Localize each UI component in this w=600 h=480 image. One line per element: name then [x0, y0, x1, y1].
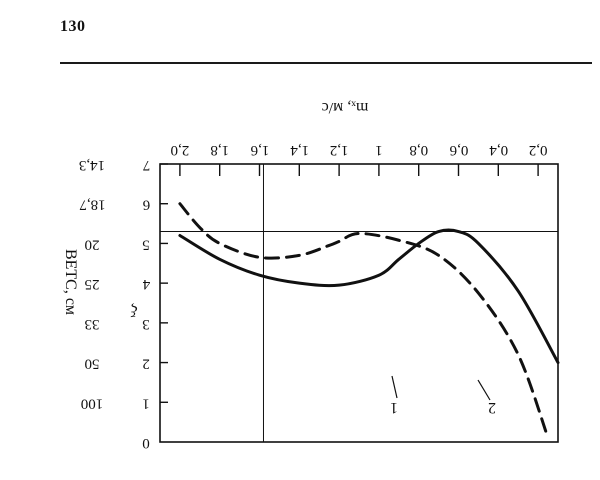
axis-ticks	[160, 163, 539, 403]
secondary-scale-label: 100	[81, 395, 104, 411]
y-tick-label: 7	[142, 157, 150, 173]
x-tick-label: 0,4	[489, 142, 508, 158]
x-tick-label: 1	[375, 142, 383, 158]
reference-lines	[160, 164, 558, 442]
secondary-scale-label: 25	[85, 276, 100, 292]
y-tick-label: 1	[142, 395, 150, 411]
secondary-scale-label: 50	[85, 356, 100, 372]
x-tick-label: 0,8	[409, 142, 428, 158]
curve-1-leader	[391, 375, 398, 399]
header-rule	[60, 62, 592, 64]
y-tick-label: 6	[142, 197, 150, 213]
x-tick-label: 0,2	[529, 142, 548, 158]
y-tick-label: 4	[142, 276, 150, 292]
y-tick-label: 3	[142, 316, 150, 332]
y-tick-label: 2	[142, 356, 150, 372]
secondary-scale-label: 14,3	[79, 157, 105, 173]
plot-border	[159, 163, 559, 443]
secondary-scale-label: 18,7	[79, 197, 106, 213]
secondary-axis-title: BETC, см	[62, 249, 79, 315]
curve-2-leader	[477, 379, 491, 401]
secondary-scale-label: 33	[85, 316, 100, 332]
y-axis-title: ξ	[131, 302, 138, 319]
x-tick-label: 1,2	[330, 142, 349, 158]
page-number: 130	[60, 18, 86, 35]
chart-text: 2,0 1,8 1,6 1,4 1,2 1 0,8 0,6 0,4 0,2 0 1 2 3 4 5 6 7 100 5…	[62, 99, 547, 451]
series-curve-2	[178, 228, 560, 365]
x-tick-label: 1,6	[250, 142, 269, 158]
curve-label-2: 2	[488, 399, 496, 416]
x-tick-label: 0,6	[449, 142, 468, 158]
x-tick-label: 1,4	[290, 142, 309, 158]
y-tick-label: 0	[142, 435, 150, 451]
x-axis-title: mₓ, м/с	[322, 99, 369, 116]
curve-label-1: 1	[390, 399, 398, 416]
y-tick-label: 5	[142, 236, 150, 252]
series-curve-1	[178, 202, 550, 440]
series-group	[178, 202, 560, 440]
x-tick-label: 1,8	[210, 142, 229, 158]
plot-frame	[159, 163, 559, 443]
x-tick-label: 2,0	[171, 142, 190, 158]
secondary-scale-label: 20	[85, 236, 100, 252]
